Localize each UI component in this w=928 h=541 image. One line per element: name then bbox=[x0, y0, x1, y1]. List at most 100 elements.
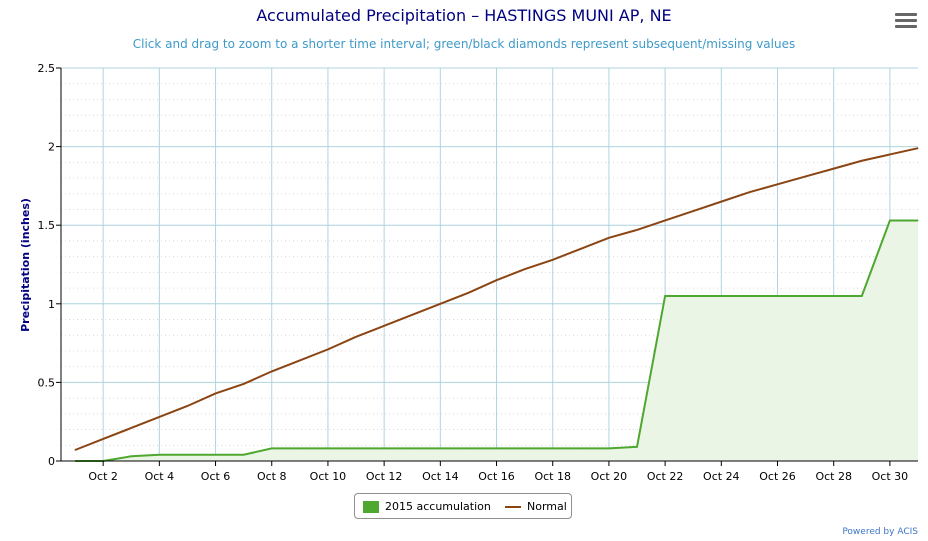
x-tick-label: Oct 22 bbox=[647, 470, 684, 483]
normal-point bbox=[327, 348, 329, 350]
y-axis-ticks: 0 0.5 1 1.5 2 2.5 bbox=[38, 62, 61, 468]
accumulation-point bbox=[636, 446, 638, 448]
accumulation-point bbox=[720, 295, 722, 297]
accumulation-point bbox=[805, 295, 807, 297]
normal-point bbox=[777, 183, 779, 185]
normal-point bbox=[889, 153, 891, 155]
chart-title: Accumulated Precipitation – HASTINGS MUN… bbox=[256, 6, 672, 25]
x-tick-label: Oct 4 bbox=[145, 470, 175, 483]
accumulation-point bbox=[777, 295, 779, 297]
normal-point bbox=[692, 210, 694, 212]
x-tick-label: Oct 30 bbox=[872, 470, 909, 483]
x-tick-label: Oct 8 bbox=[257, 470, 287, 483]
legend-swatch-accumulation bbox=[363, 501, 379, 513]
credits-link[interactable]: Powered by ACIS bbox=[842, 527, 918, 537]
accumulation-point bbox=[608, 447, 610, 449]
accumulation-point bbox=[917, 219, 919, 221]
accumulation-point bbox=[692, 295, 694, 297]
accumulation-point bbox=[243, 454, 245, 456]
legend-swatch-normal bbox=[505, 506, 521, 508]
accumulation-point bbox=[552, 447, 554, 449]
normal-point bbox=[608, 237, 610, 239]
accumulation-point bbox=[383, 447, 385, 449]
menu-line-icon bbox=[895, 25, 917, 28]
x-tick-label: Oct 20 bbox=[591, 470, 628, 483]
accumulation-point bbox=[889, 219, 891, 221]
legend-item-accumulation[interactable]: 2015 accumulation bbox=[363, 499, 491, 515]
normal-point bbox=[130, 427, 132, 429]
accumulation-point bbox=[215, 454, 217, 456]
normal-point bbox=[467, 292, 469, 294]
y-axis-title: Precipitation (inches) bbox=[19, 198, 32, 332]
accumulation-point bbox=[861, 295, 863, 297]
normal-point bbox=[636, 229, 638, 231]
normal-point bbox=[299, 359, 301, 361]
y-tick-label: 1.5 bbox=[38, 219, 56, 232]
normal-point bbox=[552, 259, 554, 261]
accumulation-area bbox=[75, 220, 918, 461]
normal-point bbox=[186, 405, 188, 407]
normal-point bbox=[580, 248, 582, 250]
accumulation-point bbox=[524, 447, 526, 449]
x-tick-label: Oct 24 bbox=[703, 470, 740, 483]
x-tick-label: Oct 6 bbox=[201, 470, 231, 483]
x-tick-label: Oct 18 bbox=[534, 470, 571, 483]
normal-point bbox=[917, 147, 919, 149]
legend-label-normal: Normal bbox=[527, 500, 567, 513]
accumulation-point bbox=[664, 295, 666, 297]
menu-line-icon bbox=[895, 13, 917, 16]
normal-point bbox=[102, 438, 104, 440]
accumulation-point bbox=[580, 447, 582, 449]
y-tick-label: 2 bbox=[48, 141, 55, 154]
y-tick-label: 1 bbox=[48, 298, 55, 311]
normal-point bbox=[439, 303, 441, 305]
normal-point bbox=[496, 279, 498, 281]
accumulation-point bbox=[271, 447, 273, 449]
normal-point bbox=[748, 191, 750, 193]
accumulation-point bbox=[496, 447, 498, 449]
normal-point bbox=[833, 168, 835, 170]
chart-menu-button[interactable] bbox=[895, 13, 917, 31]
normal-point bbox=[355, 336, 357, 338]
menu-line-icon bbox=[895, 19, 917, 22]
accumulation-point bbox=[327, 447, 329, 449]
normal-point bbox=[271, 370, 273, 372]
x-tick-label: Oct 28 bbox=[815, 470, 852, 483]
normal-point bbox=[664, 219, 666, 221]
accumulation-point bbox=[130, 455, 132, 457]
normal-point bbox=[383, 325, 385, 327]
accumulation-point bbox=[158, 454, 160, 456]
normal-point bbox=[805, 175, 807, 177]
legend: 2015 accumulation Normal bbox=[354, 493, 572, 519]
y-tick-label: 0.5 bbox=[38, 376, 56, 389]
accumulation-point bbox=[411, 447, 413, 449]
x-tick-label: Oct 26 bbox=[759, 470, 796, 483]
x-tick-label: Oct 12 bbox=[366, 470, 403, 483]
chart-subtitle: Click and drag to zoom to a shorter time… bbox=[132, 37, 796, 51]
legend-label-accumulation: 2015 accumulation bbox=[385, 500, 491, 513]
accumulation-point bbox=[299, 447, 301, 449]
accumulation-point bbox=[439, 447, 441, 449]
y-tick-label: 0 bbox=[48, 455, 55, 468]
normal-point bbox=[720, 201, 722, 203]
y-tick-label: 2.5 bbox=[38, 62, 56, 75]
normal-point bbox=[524, 268, 526, 270]
normal-point bbox=[215, 392, 217, 394]
normal-point bbox=[411, 314, 413, 316]
legend-item-normal[interactable]: Normal bbox=[505, 499, 567, 515]
accumulation-point bbox=[833, 295, 835, 297]
normal-point bbox=[158, 416, 160, 418]
x-tick-label: Oct 2 bbox=[88, 470, 118, 483]
accumulation-point bbox=[748, 295, 750, 297]
accumulation-point bbox=[467, 447, 469, 449]
x-tick-label: Oct 14 bbox=[422, 470, 459, 483]
normal-point bbox=[74, 449, 76, 451]
series-lines bbox=[74, 147, 919, 462]
x-tick-label: Oct 16 bbox=[478, 470, 515, 483]
axes bbox=[60, 68, 918, 462]
x-tick-label: Oct 10 bbox=[310, 470, 347, 483]
x-axis-ticks: Oct 2 Oct 4 Oct 6 Oct 8 Oct 10 Oct 12 Oct 14 Oc… bbox=[88, 461, 908, 483]
accumulation-area-fill bbox=[75, 220, 918, 461]
normal-point bbox=[243, 383, 245, 385]
